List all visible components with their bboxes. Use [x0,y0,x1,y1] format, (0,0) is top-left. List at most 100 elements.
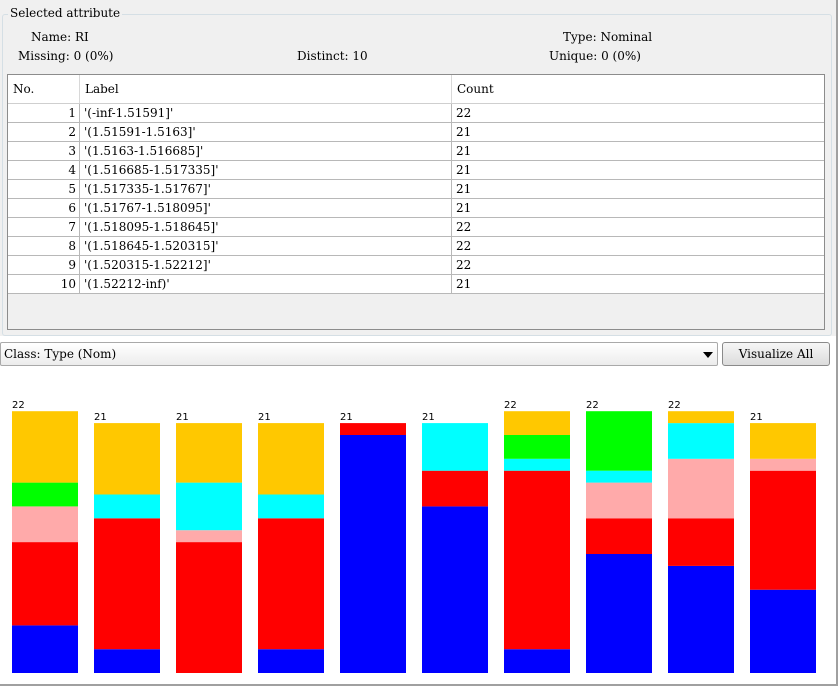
bar-segment-cyan [586,470,652,483]
cell-label: '(1.518645-1.520315]' [80,237,452,255]
header-label[interactable]: Label [80,75,452,103]
bar-segment-blue [504,649,570,673]
table-header: No. Label Count [8,75,824,104]
table-row[interactable]: 10 '(1.52212-inf)' 21 [8,275,824,294]
cell-no: 3 [8,142,80,160]
bar-segment-blue [422,506,488,673]
bar-total-label: 22 [12,400,25,411]
bar-total-label: 22 [668,400,681,411]
bar-segment-red [176,542,242,673]
distinct-label: Distinct: [297,49,349,63]
cell-no: 5 [8,180,80,198]
bar-segment-red [750,470,816,590]
cell-count: 21 [456,182,472,196]
header-count[interactable]: Count [457,82,494,96]
table-row[interactable]: 9 '(1.520315-1.52212]' 22 [8,256,824,275]
cell-count: 22 [456,239,472,253]
bar-segment-orange [750,423,816,459]
name-label: Name: [31,30,72,44]
chevron-down-icon[interactable] [703,352,713,358]
bar-segment-orange [94,423,160,495]
bar-segment-pink [176,530,242,543]
table-row[interactable]: 2 '(1.51591-1.5163]' 21 [8,123,824,142]
selected-attribute-group [2,14,832,336]
table-row[interactable]: 7 '(1.518095-1.518645]' 22 [8,218,824,237]
missing-label: Missing: [18,49,70,63]
cell-no: 2 [8,123,80,141]
cell-label: '(1.518095-1.518645]' [80,218,452,236]
cell-label: '(1.51591-1.5163]' [80,123,452,141]
bar-total-label: 21 [422,412,435,423]
cell-count: 22 [456,220,472,234]
class-distribution-chart: 22 21 21 21 21 21 22 22 22 21 [0,370,836,686]
cell-label: '(1.5163-1.516685]' [80,142,452,160]
bar-segment-pink [586,482,652,519]
attribute-type: Type: Nominal [563,30,652,44]
bar-segment-green [12,482,78,507]
visualize-all-button[interactable]: Visualize All [722,342,830,366]
bar-segment-orange [12,411,78,483]
attribute-panel: Selected attribute Name: RI Type: Nomina… [0,0,836,336]
cell-label: '(1.516685-1.517335]' [80,161,452,179]
bar-segment-blue [668,565,734,673]
window-bottom-border [0,684,838,686]
table-row[interactable]: 3 '(1.5163-1.516685]' 21 [8,142,824,161]
class-select[interactable]: Class: Type (Nom) [0,342,718,366]
cell-label: '(1.51767-1.518095]' [80,199,452,217]
bar-total-label: 21 [94,412,107,423]
stacked-bar-chart: 22 21 21 21 21 21 22 22 22 21 [12,400,816,673]
distinct-value: 10 [352,49,368,63]
bar-segment-cyan [422,423,488,471]
cell-count: 22 [456,258,472,272]
class-select-value: Class: Type (Nom) [4,347,117,361]
cell-count: 22 [456,106,472,120]
bar-total-label: 22 [504,400,517,411]
bar-segment-pink [750,458,816,471]
table-row[interactable]: 8 '(1.518645-1.520315]' 22 [8,237,824,256]
type-label: Type: [563,30,597,44]
bar-segment-cyan [504,458,570,471]
unique-value: 0 (0%) [601,49,641,63]
header-no[interactable]: No. [8,75,80,103]
bar-segment-orange [258,423,324,495]
bar-segment-red [668,518,734,566]
bar-total-label: 21 [176,412,189,423]
cell-no: 10 [8,275,80,293]
bar-segment-orange [668,411,734,424]
bar-segment-cyan [176,482,242,531]
cell-count: 21 [456,144,472,158]
values-table[interactable]: No. Label Count 1 '(-inf-1.51591]' 22 2 '(1… [7,74,825,330]
attribute-distinct: Distinct: 10 [297,49,368,63]
table-row[interactable]: 1 '(-inf-1.51591]' 22 [8,104,824,123]
bar-segment-cyan [258,494,324,519]
cell-count: 21 [456,163,472,177]
bar-segment-pink [668,458,734,519]
bar-segment-blue [750,589,816,673]
cell-count: 21 [456,277,472,291]
cell-count: 21 [456,125,472,139]
table-row[interactable]: 6 '(1.51767-1.518095]' 21 [8,199,824,218]
type-value: Nominal [600,30,653,44]
cell-no: 7 [8,218,80,236]
cell-label: '(1.517335-1.51767]' [80,180,452,198]
bar-segment-red [504,470,570,650]
bar-segment-pink [12,506,78,543]
attribute-missing: Missing: 0 (0%) [18,49,113,63]
cell-no: 8 [8,237,80,255]
table-row[interactable]: 5 '(1.517335-1.51767]' 21 [8,180,824,199]
bar-segment-blue [94,649,160,673]
cell-no: 4 [8,161,80,179]
table-row[interactable]: 4 '(1.516685-1.517335]' 21 [8,161,824,180]
bar-segment-green [504,435,570,459]
attribute-name: Name: RI [31,30,89,44]
cell-count: 21 [456,201,472,215]
bar-segment-cyan [668,423,734,459]
bar-segment-blue [12,625,78,673]
cell-label: '(-inf-1.51591]' [80,104,452,122]
bar-segment-red [422,470,488,507]
bar-segment-orange [176,423,242,483]
cell-label: '(1.52212-inf)' [80,275,452,293]
attribute-unique: Unique: 0 (0%) [549,49,641,63]
bar-total-label: 22 [586,400,599,411]
bar-segment-green [586,411,652,471]
